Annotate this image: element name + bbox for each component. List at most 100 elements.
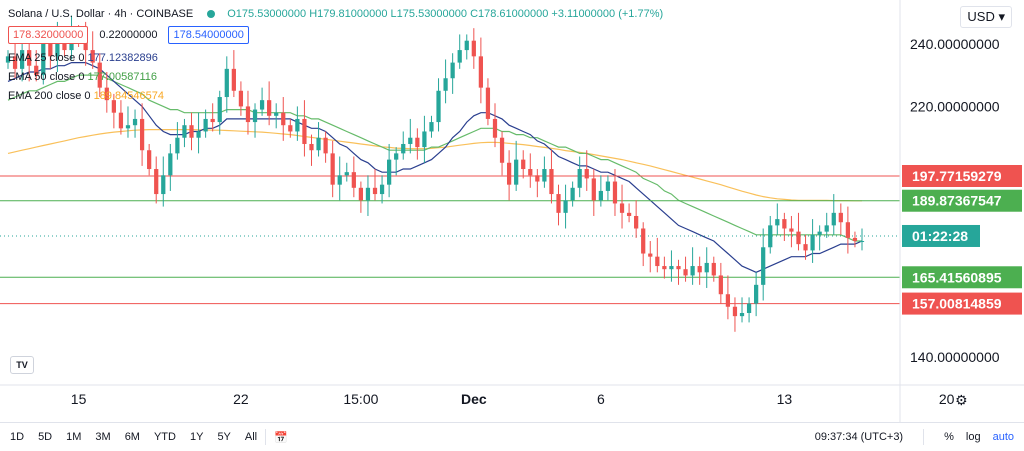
candle-body — [387, 159, 392, 185]
timeframe-5y[interactable]: 5Y — [217, 431, 231, 443]
candle-body — [97, 62, 102, 88]
candle-body — [168, 153, 173, 176]
candle-body — [189, 125, 194, 138]
candle-body — [570, 187, 575, 201]
price-tick-label: 140.00000000 — [910, 349, 1000, 365]
chart-canvas[interactable]: 197.77159279 189.87367547 165.41560895 157.… — [0, 0, 1024, 422]
candle-body — [231, 68, 236, 91]
candle-body — [584, 169, 589, 179]
timeframe-3m[interactable]: 3M — [95, 431, 111, 443]
timeframe-1m[interactable]: 1M — [66, 431, 82, 443]
candle-body — [817, 231, 822, 235]
gear-icon[interactable]: ⚙ — [955, 392, 968, 408]
ohlc-values: O175.53000000 H179.81000000 L175.5300000… — [227, 8, 664, 20]
candle-body — [175, 137, 180, 154]
timeframe-1d[interactable]: 1D — [10, 431, 25, 443]
price-axis[interactable]: 240.00000000 220.00000000 140.00000000 — [899, 0, 1000, 422]
ema200-label: EMA 200 close 0 — [8, 90, 91, 102]
time-tick-label: 15 — [71, 391, 87, 407]
horizontal-line-label: 197.77159279 — [912, 168, 1002, 184]
candle-body — [464, 40, 469, 51]
candle-body — [859, 241, 865, 243]
candle-body — [683, 269, 688, 276]
candle-body — [591, 178, 596, 201]
candle-body — [457, 50, 462, 63]
candle-body — [739, 313, 745, 317]
candle-body — [478, 56, 483, 88]
ema25-legend[interactable]: EMA 25 close 0 177.12382896 — [8, 52, 158, 64]
candles — [5, 15, 865, 332]
horizontal-line-label-bg — [902, 189, 1022, 212]
candle-body — [147, 150, 152, 170]
candle-body — [19, 50, 25, 69]
candle-body — [358, 187, 364, 201]
price-tick-label: 220.00000000 — [910, 98, 1000, 114]
calendar-range-icon[interactable]: 📅 — [274, 431, 288, 444]
market-status-dot — [207, 10, 216, 18]
candle-body — [415, 137, 420, 148]
ema200-line — [7, 129, 862, 202]
ema200-path — [7, 129, 862, 202]
buy-price[interactable]: 178.54000000 — [168, 26, 249, 44]
horizontal-lines[interactable]: 197.77159279 189.87367547 165.41560895 157.… — [0, 164, 1022, 315]
candle-body — [224, 68, 229, 98]
clock-time[interactable]: 09:37:34 (UTC+3) — [814, 431, 904, 443]
candle-body — [782, 219, 787, 229]
ema200-legend[interactable]: EMA 200 close 0 189.84546574 — [8, 90, 164, 102]
log-toggle[interactable]: log — [965, 431, 981, 443]
candle-body — [619, 203, 625, 213]
candle-body — [132, 118, 138, 126]
candle-body — [281, 112, 286, 126]
candle-body — [669, 266, 674, 270]
time-axis[interactable]: 15 22 15:00 Dec 6 13 20 — [0, 384, 1024, 407]
candle-body — [626, 212, 632, 216]
candle-body — [48, 43, 53, 57]
bid-ask: 178.32000000 0.22000000 178.54000000 — [8, 26, 249, 44]
candle-body — [605, 181, 611, 191]
candle-body — [754, 284, 759, 304]
ema50-legend[interactable]: EMA 50 close 0 177.00587116 — [8, 71, 157, 83]
candle-body — [711, 262, 716, 276]
chevron-down-icon: ▾ — [998, 9, 1005, 24]
time-tick-label: 6 — [597, 391, 605, 407]
candle-body — [796, 231, 801, 245]
candle-body — [217, 97, 222, 123]
timeframe-6m[interactable]: 6M — [124, 431, 140, 443]
timeframe-1y[interactable]: 1Y — [189, 431, 204, 443]
candle-body — [429, 122, 434, 132]
countdown-bg — [902, 224, 980, 247]
candle-body — [55, 40, 60, 57]
candle-body — [408, 137, 413, 144]
time-tick-label: Dec — [461, 391, 487, 407]
timeframe-list: 1D 5D 1M 3M 6M YTD 1Y 5Y All — [0, 431, 257, 443]
candle-body — [443, 78, 448, 91]
candle-body — [154, 169, 159, 195]
candle-body — [852, 237, 858, 242]
horizontal-line-label-bg — [902, 266, 1022, 289]
ema25-path — [7, 62, 863, 273]
timeframe-5d[interactable]: 5D — [38, 431, 53, 443]
candle-body — [118, 112, 124, 129]
percent-toggle[interactable]: % — [944, 431, 954, 443]
candle-body — [528, 169, 533, 176]
candle-body — [323, 137, 328, 154]
candle-body — [203, 118, 208, 132]
auto-toggle[interactable]: auto — [992, 431, 1014, 443]
currency-selector[interactable]: USD ▾ — [960, 6, 1012, 28]
candle-body — [824, 225, 829, 232]
timeframe-all[interactable]: All — [244, 431, 258, 443]
timeframe-ytd[interactable]: YTD — [153, 431, 176, 443]
candle-body — [161, 175, 166, 195]
candle-body — [90, 50, 95, 63]
tradingview-logo: TV — [10, 356, 34, 374]
candle-body — [288, 125, 293, 132]
candle-body — [450, 62, 455, 79]
sell-price[interactable]: 178.32000000 — [8, 26, 89, 44]
candle-body — [267, 100, 272, 116]
candle-body — [210, 118, 215, 123]
symbol-title[interactable]: Solana / U.S. Dollar · 4h · COINBASE — [8, 8, 194, 20]
candle-body — [838, 212, 843, 223]
ema50-path — [7, 74, 862, 242]
candle-body — [238, 90, 244, 107]
candle-body — [556, 194, 561, 213]
